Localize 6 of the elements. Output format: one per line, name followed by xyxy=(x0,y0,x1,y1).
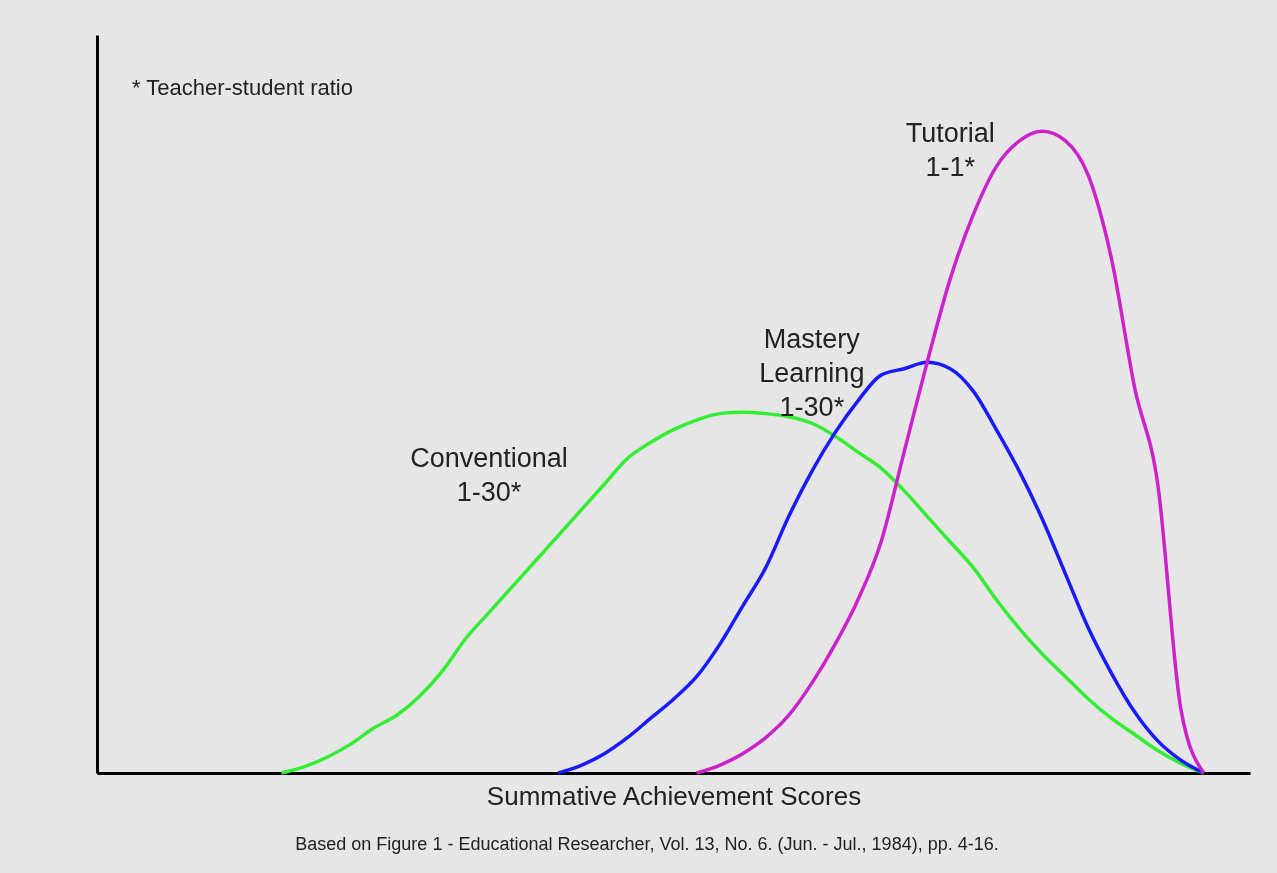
series-label: Tutorial 1-1* xyxy=(905,118,995,183)
text: Based on Figure 1 - Educational Researcher, Vol. 13, No. 6. (Jun. - Jul., 1984), pp. 4-16. xyxy=(295,834,999,854)
series-label: Mastery Learning 1-30* xyxy=(759,323,865,422)
x-axis-title: Summative Achievement Scores xyxy=(486,780,862,811)
series-label: Conventional 1-30* xyxy=(410,442,568,507)
text: * Teacher-student ratio xyxy=(132,75,353,100)
